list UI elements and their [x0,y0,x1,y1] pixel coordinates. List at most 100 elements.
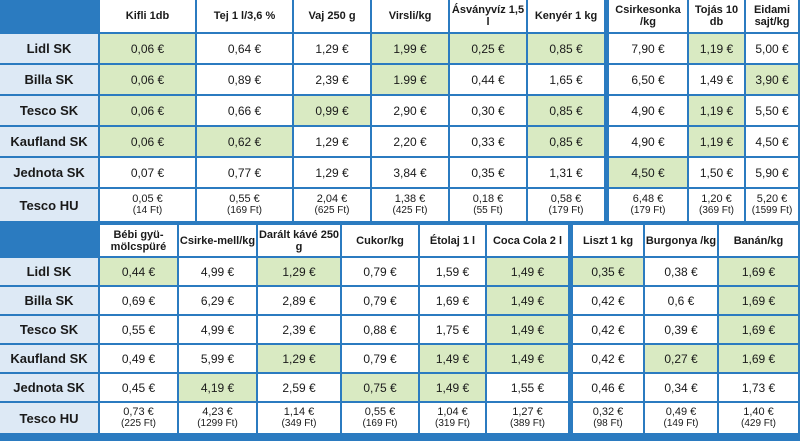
price-cell-hu: 1,27 € (389 Ft) [487,403,570,435]
price-huf: (625 Ft) [314,205,350,216]
price-cell: 2,59 € [258,374,342,403]
price-cell: 0,25 € [450,34,528,65]
price-cell: 0,45 € [100,374,179,403]
table-row: Billa SK 0,69 €6,29 €2,89 €0,79 €1,69 €1,… [0,287,800,316]
price-huf: (425 Ft) [392,205,428,216]
price-cell: 0,69 € [100,287,179,316]
row-header-store: Tesco SK [0,96,100,127]
header-row: Bébi gyü-mölcspüré Csirke-mell/kg Darált k… [0,225,800,258]
row-header-store: Tesco HU [0,403,100,435]
table-row: Jednota SK 0,45 €4,19 €2,59 €0,75 €1,49 €… [0,374,800,403]
price-huf: (179 Ft) [630,205,666,216]
row-header-store: Jednota SK [0,374,100,403]
price-cell-hu: 0,58 € (179 Ft) [528,189,606,223]
price-eur: 0,73 € [123,406,154,418]
price-cell: 4,19 € [179,374,258,403]
price-eur: 1,40 € [743,406,774,418]
price-cell: 1,99 € [372,34,450,65]
price-eur: 1,04 € [437,406,468,418]
price-eur: 0,05 € [132,193,163,205]
price-cell: 0,35 € [570,258,645,287]
price-cell: 0,06 € [100,34,197,65]
price-cell: 0,62 € [197,127,294,158]
price-cell: 0,38 € [645,258,719,287]
price-cell: 0,44 € [450,65,528,96]
price-cell-hu: 1,38 € (425 Ft) [372,189,450,223]
column-header: Coca Cola 2 l [487,225,570,258]
row-header-store: Kaufland SK [0,127,100,158]
price-cell: 5,99 € [179,345,258,374]
price-table-1: Kifli 1db Tej 1 l/3,6 % Vaj 250 g Virsli/kg… [0,0,800,223]
row-header-store: Jednota SK [0,158,100,189]
price-cell: 2,39 € [294,65,372,96]
table-row: Kaufland SK 0,49 €5,99 €1,29 €0,79 €1,49 … [0,345,800,374]
column-header: Liszt 1 kg [570,225,645,258]
table-row: Billa SK 0,06 €0,89 €2,39 €1.99 €0,44 €1,… [0,65,800,96]
price-cell: 0,66 € [197,96,294,127]
price-cell: 0,06 € [100,96,197,127]
corner-cell [0,0,100,34]
price-cell: 0,46 € [570,374,645,403]
price-cell-hu: 2,04 € (625 Ft) [294,189,372,223]
price-cell: 5,90 € [746,158,800,189]
price-cell-hu: 0,55 € (169 Ft) [342,403,420,435]
price-cell: 0,34 € [645,374,719,403]
price-cell: 0,89 € [197,65,294,96]
price-cell-hu: 0,73 € (225 Ft) [100,403,179,435]
price-cell: 4,50 € [606,158,689,189]
price-cell: 0,33 € [450,127,528,158]
price-cell-hu: 1,14 € (349 Ft) [258,403,342,435]
price-eur: 5,20 € [756,193,788,205]
price-huf: (169 Ft) [362,418,398,429]
row-header-store: Billa SK [0,65,100,96]
price-eur: 0,58 € [550,193,582,205]
column-header: Kifli 1db [100,0,197,34]
price-eur: 2,04 € [316,193,348,205]
price-huf: (149 Ft) [663,418,699,429]
price-cell: 1,65 € [528,65,606,96]
row-header-store: Tesco SK [0,316,100,345]
column-header: Virsli/kg [372,0,450,34]
price-cell: 0,44 € [100,258,179,287]
price-cell: 5,00 € [746,34,800,65]
price-huf: (169 Ft) [226,205,262,216]
price-cell: 0,39 € [645,316,719,345]
price-cell: 4,99 € [179,258,258,287]
price-cell: 0,79 € [342,287,420,316]
price-eur: 0,49 € [665,406,697,418]
corner-cell [0,225,100,258]
price-eur: 0,55 € [229,193,260,205]
price-cell: 1,49 € [487,316,570,345]
price-huf: (319 Ft) [434,418,470,429]
column-header: Vaj 250 g [294,0,372,34]
price-cell: 4,99 € [179,316,258,345]
row-header-store: Lidl SK [0,34,100,65]
price-cell: 0,79 € [342,345,420,374]
row-header-store: Lidl SK [0,258,100,287]
price-cell-hu: 0,18 € (55 Ft) [450,189,528,223]
price-cell: 0,6 € [645,287,719,316]
price-huf: (369 Ft) [698,205,734,216]
price-eur: 6,48 € [632,193,664,205]
price-cell: 1,50 € [689,158,746,189]
price-cell: 0,85 € [528,96,606,127]
price-cell-hu: 0,49 € (149 Ft) [645,403,719,435]
table-row-hu: Tesco HU 0,05 € (14 Ft) 0,55 € (169 Ft) 2,04 … [0,189,800,223]
price-cell: 1,19 € [689,96,746,127]
row-header-store: Tesco HU [0,189,100,223]
price-cell: 0,88 € [342,316,420,345]
price-cell-hu: 1,40 € (429 Ft) [719,403,800,435]
price-cell-hu: 0,55 € (169 Ft) [197,189,294,223]
price-cell: 1,29 € [258,345,342,374]
column-header: Tojás 10 db [689,0,746,34]
price-cell: 0,06 € [100,65,197,96]
price-cell: 1,69 € [719,316,800,345]
price-cell: 0,99 € [294,96,372,127]
price-cell: 1,49 € [420,345,487,374]
price-cell: 4,90 € [606,127,689,158]
price-cell: 1,49 € [487,258,570,287]
price-cell: 6,50 € [606,65,689,96]
price-huf: (179 Ft) [548,205,584,216]
column-header: Banán/kg [719,225,800,258]
price-cell: 1,55 € [487,374,570,403]
